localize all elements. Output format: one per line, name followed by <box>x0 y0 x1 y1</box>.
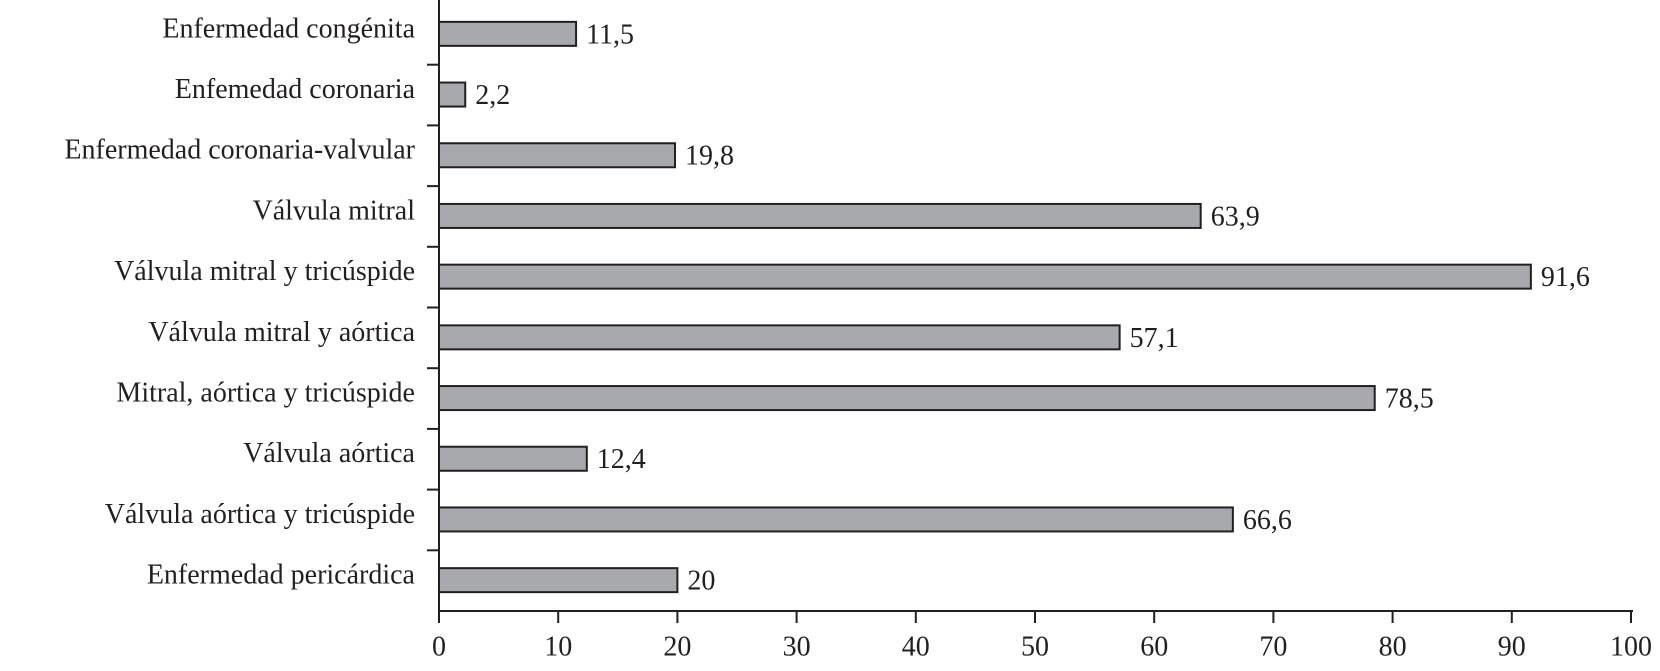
y-tick-label: Válvula mitral <box>252 195 415 226</box>
x-tick-label: 90 <box>1498 631 1526 662</box>
x-tick-label: 30 <box>783 631 811 662</box>
x-tick-label: 60 <box>1140 631 1168 662</box>
value-label: 2,2 <box>475 80 510 111</box>
x-tick-label: 40 <box>902 631 930 662</box>
value-label: 11,5 <box>586 19 634 50</box>
x-tick-label: 80 <box>1379 631 1407 662</box>
x-tick-label: 20 <box>663 631 691 662</box>
x-tick-label: 100 <box>1610 631 1652 662</box>
y-tick-label: Enfermedad congénita <box>162 13 415 44</box>
bar <box>438 445 588 472</box>
y-tick-label: Enfemedad coronaria <box>175 74 416 105</box>
y-tick-label: Enfermedad coronaria-valvular <box>64 135 415 166</box>
bar <box>438 20 578 47</box>
value-label: 57,1 <box>1130 323 1179 354</box>
x-tick-label: 10 <box>544 631 572 662</box>
value-label: 19,8 <box>685 141 734 172</box>
bar <box>438 81 467 108</box>
value-label: 66,6 <box>1243 505 1292 536</box>
y-tick-label: Válvula mitral y aórtica <box>148 317 415 348</box>
y-tick-label: Válvula mitral y tricúspide <box>114 256 415 287</box>
value-label: 63,9 <box>1211 201 1260 232</box>
bar <box>438 142 677 169</box>
value-label: 78,5 <box>1385 383 1434 414</box>
y-tick-label: Válvula aórtica y tricúspide <box>105 499 415 530</box>
x-tick-label: 0 <box>432 631 446 662</box>
bar <box>438 506 1234 533</box>
x-tick-label: 70 <box>1259 631 1287 662</box>
y-tick-label: Mitral, aórtica y tricúspide <box>116 377 415 408</box>
bar <box>438 324 1121 351</box>
bar <box>438 385 1376 412</box>
x-tick-label: 50 <box>1021 631 1049 662</box>
bar <box>438 567 679 594</box>
value-label: 20 <box>687 566 715 597</box>
bar <box>438 263 1532 290</box>
y-tick-label: Válvula aórtica <box>243 438 415 469</box>
value-label: 91,6 <box>1541 262 1590 293</box>
y-tick-label: Enfermedad pericárdica <box>147 560 416 591</box>
value-label: 12,4 <box>597 444 646 475</box>
bar <box>438 202 1202 229</box>
